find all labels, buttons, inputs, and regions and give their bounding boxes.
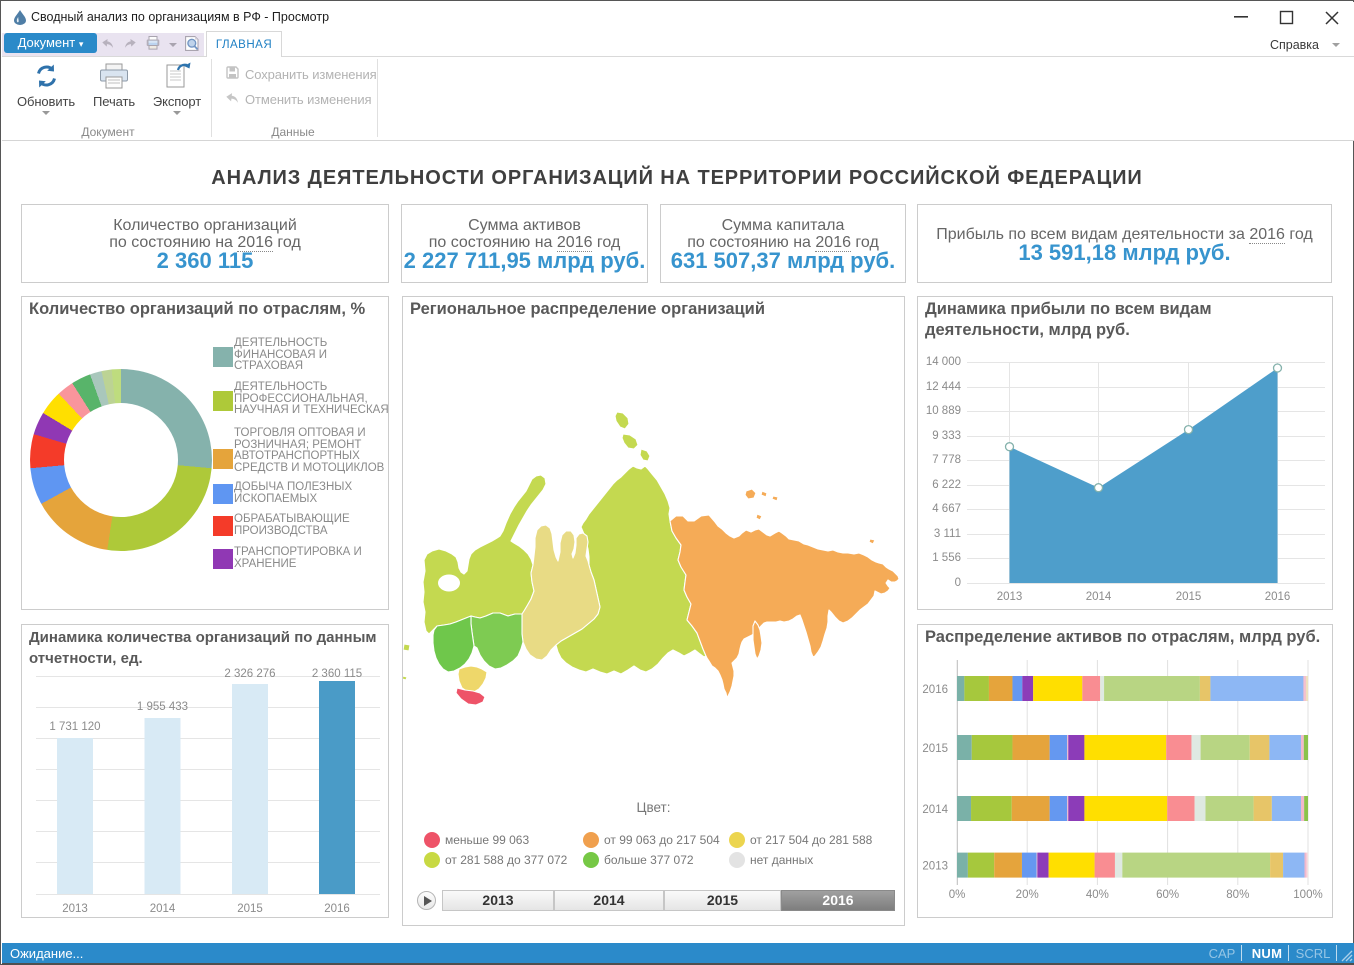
svg-text:6 222: 6 222 [932, 479, 961, 491]
svg-text:20%: 20% [1016, 889, 1039, 901]
svg-text:0: 0 [955, 577, 961, 589]
svg-text:2014: 2014 [150, 903, 176, 915]
svg-text:7 778: 7 778 [932, 454, 961, 466]
svg-text:2015: 2015 [1176, 591, 1202, 603]
svg-text:10 889: 10 889 [926, 405, 961, 417]
svg-text:14 000: 14 000 [926, 356, 961, 368]
svg-text:2016: 2016 [1265, 591, 1291, 603]
svg-text:100%: 100% [1293, 889, 1322, 901]
svg-text:2013: 2013 [922, 861, 948, 873]
svg-text:12 444: 12 444 [926, 381, 962, 393]
svg-text:3 111: 3 111 [934, 528, 961, 540]
svg-text:2014: 2014 [922, 804, 948, 816]
svg-text:2015: 2015 [237, 903, 263, 915]
svg-text:2013: 2013 [997, 591, 1023, 603]
svg-text:60%: 60% [1156, 889, 1179, 901]
svg-text:2013: 2013 [62, 903, 88, 915]
svg-text:2015: 2015 [922, 743, 948, 755]
svg-text:1 731 120: 1 731 120 [49, 721, 100, 733]
svg-text:2014: 2014 [1086, 591, 1112, 603]
svg-text:80%: 80% [1226, 889, 1249, 901]
svg-text:2016: 2016 [922, 684, 948, 696]
svg-text:40%: 40% [1086, 889, 1109, 901]
svg-text:9 333: 9 333 [932, 430, 961, 442]
svg-text:0%: 0% [949, 889, 966, 901]
svg-text:1 556: 1 556 [932, 552, 961, 564]
svg-text:1 955 433: 1 955 433 [137, 701, 188, 713]
svg-text:2016: 2016 [324, 903, 350, 915]
svg-text:4 667: 4 667 [932, 503, 961, 515]
svg-text:2 326 276: 2 326 276 [224, 668, 275, 680]
svg-text:2 360 115: 2 360 115 [312, 668, 362, 680]
